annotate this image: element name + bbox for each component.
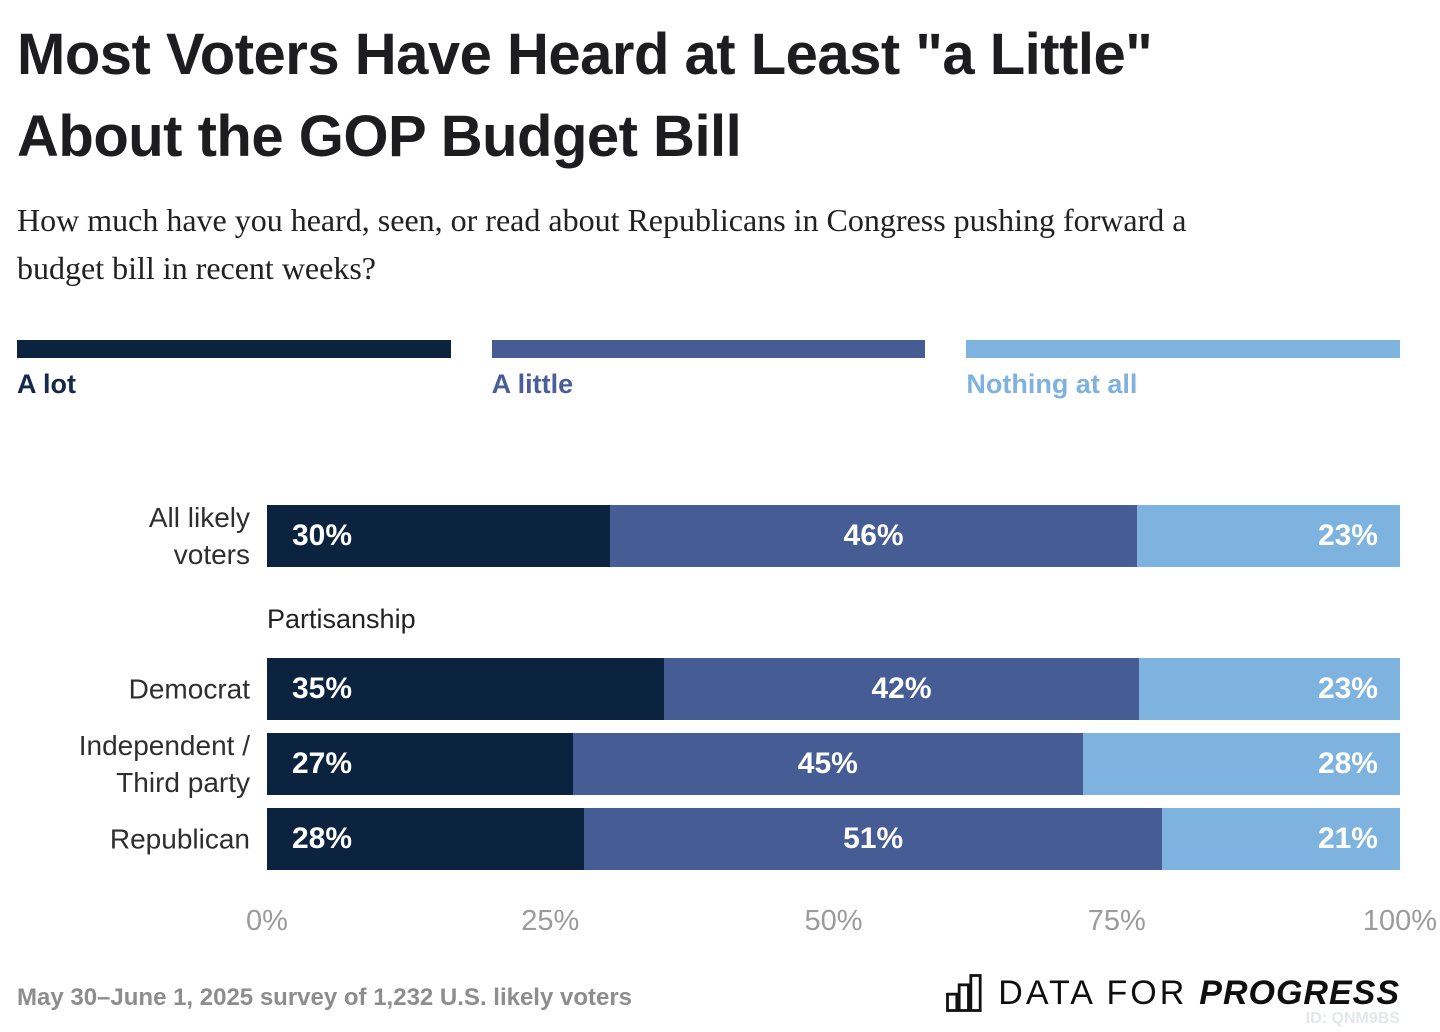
chart-title-line2: About the GOP Budget Bill	[17, 104, 742, 169]
row-label-democrat: Democrat	[128, 673, 250, 705]
brand-text-data-for: DATA FOR	[998, 973, 1188, 1012]
bar-value-label: 21%	[1317, 822, 1378, 855]
legend-item-a-little: A little	[491, 340, 926, 400]
row-label-all-likely-voters: All likely voters	[148, 502, 250, 570]
bar-row-democrat: Democrat 35% 42% 23%	[129, 658, 1400, 720]
legend-swatch-a-lot	[17, 340, 451, 358]
bar-segment: 51%	[584, 808, 1163, 870]
bar-value-label: 27%	[292, 747, 353, 780]
bar-segment: 42%	[663, 658, 1140, 720]
chart-title-line1: Most Voters Have Heard at Least "a Littl…	[17, 22, 1153, 87]
x-axis-tick: 100%	[1362, 905, 1438, 937]
legend: A lot A little Nothing at all	[17, 340, 1401, 400]
bar-segment: 35%	[267, 658, 664, 720]
legend-item-a-lot: A lot	[17, 340, 451, 400]
bar-value-label: 45%	[797, 747, 858, 780]
bar-value-label: 30%	[292, 519, 353, 552]
bar-value-label: 23%	[1317, 519, 1378, 552]
chart-title: Most Voters Have Heard at Least "a Littl…	[17, 14, 1417, 178]
row-label-republican: Republican	[109, 823, 250, 855]
legend-label-a-lot: A lot	[17, 369, 76, 399]
bar-value-label: 23%	[1317, 672, 1378, 705]
x-axis-tick: 0%	[246, 905, 288, 937]
stacked-bar-chart: All likely voters 30% 46% 23% Partisanship…	[79, 502, 1437, 945]
bar-value-label: 28%	[1317, 747, 1378, 780]
legend-swatch-nothing-at-all	[966, 340, 1401, 358]
data-for-progress-logo: DATA FOR PROGRESS	[944, 972, 1400, 1014]
bar-segment: 21%	[1162, 808, 1400, 870]
bar-segment: 30%	[267, 505, 611, 567]
x-axis-tick: 25%	[521, 905, 580, 937]
row-label-independent-third-party: Independent / Third party	[78, 730, 250, 798]
x-axis-tick: 50%	[804, 905, 863, 937]
bar-value-label: 42%	[871, 672, 932, 705]
bar-segment: 23%	[1139, 658, 1400, 720]
x-axis: 0% 25% 50% 75% 100%	[246, 905, 1437, 945]
bar-row-independent-third-party: Independent / Third party 27% 45% 28%	[79, 730, 1400, 798]
bar-segment: 28%	[267, 808, 585, 870]
x-axis-tick: 75%	[1087, 905, 1146, 937]
group-heading-partisanship: Partisanship	[267, 604, 416, 634]
survey-source-note: May 30–June 1, 2025 survey of 1,232 U.S.…	[17, 984, 633, 1011]
legend-label-a-little: A little	[491, 369, 574, 399]
bar-value-label: 51%	[843, 822, 904, 855]
bar-row-all-likely-voters: All likely voters 30% 46% 23%	[149, 502, 1400, 570]
legend-item-nothing-at-all: Nothing at all	[966, 340, 1401, 400]
chart-id-label: ID: QNM9BS	[1305, 1010, 1400, 1027]
brand-text-progress: PROGRESS	[1199, 973, 1400, 1012]
bar-segment: 27%	[267, 733, 573, 795]
bar-segment: 23%	[1136, 505, 1400, 567]
bar-segment: 28%	[1082, 733, 1400, 795]
chart-subtitle: How much have you heard, seen, or read a…	[17, 202, 1187, 286]
bar-segment: 46%	[610, 505, 1137, 567]
bar-value-label: 35%	[292, 672, 353, 705]
legend-swatch-a-little	[491, 340, 926, 358]
bar-value-label: 28%	[292, 822, 353, 855]
bar-value-label: 46%	[843, 519, 904, 552]
bar-row-republican: Republican 28% 51% 21%	[110, 808, 1400, 870]
bar-segment: 45%	[572, 733, 1083, 795]
legend-label-nothing-at-all: Nothing at all	[966, 369, 1138, 399]
bar-chart-logo-icon	[944, 972, 986, 1014]
